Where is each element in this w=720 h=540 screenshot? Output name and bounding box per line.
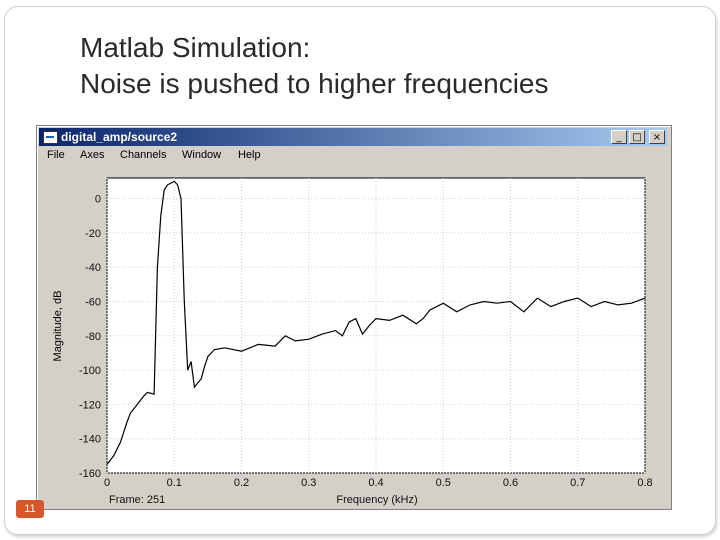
menu-window[interactable]: Window	[182, 149, 222, 161]
x-tick-label: 0.4	[368, 477, 383, 489]
x-tick-label: 0.2	[234, 477, 249, 489]
plot-area: 0 -20 -40 -60 -80 -100 -120 -140 -160 0 0.1 0.2 0.3…	[52, 177, 653, 506]
minimize-button[interactable]: _	[611, 130, 627, 144]
y-tick-label: -120	[79, 399, 101, 411]
x-tick-label: 0.7	[570, 477, 585, 489]
window-app-icon	[43, 131, 58, 144]
plot-grid	[106, 178, 646, 474]
menu-bar: File Axes Channels Window Help	[39, 147, 667, 165]
y-tick-label: -80	[85, 331, 101, 343]
menu-channels[interactable]: Channels	[120, 149, 167, 161]
y-axis-label: Magnitude, dB	[52, 291, 64, 362]
window-titlebar[interactable]: digital_amp/source2 _ □ ×	[39, 128, 667, 146]
y-tick-label: -40	[85, 262, 101, 274]
slide-title: Matlab Simulation: Noise is pushed to hi…	[80, 30, 680, 102]
frame-label: Frame: 251	[109, 494, 165, 506]
x-tick-label: 0	[104, 477, 110, 489]
y-tick-label: -160	[79, 468, 101, 480]
y-tick-labels: 0 -20 -40 -60 -80 -100 -120 -140 -160	[79, 194, 101, 480]
window-title: digital_amp/source2	[61, 130, 178, 144]
close-button[interactable]: ×	[649, 130, 665, 144]
page-number: 11	[16, 500, 44, 518]
x-tick-label: 0.8	[637, 477, 652, 489]
y-tick-label: -20	[85, 228, 101, 240]
x-tick-label: 0.1	[167, 477, 182, 489]
y-tick-label: -140	[79, 434, 101, 446]
y-tick-label: -100	[79, 365, 101, 377]
slide-title-line-1: Matlab Simulation:	[80, 32, 311, 63]
maximize-button[interactable]: □	[629, 130, 645, 144]
y-tick-label: -60	[85, 296, 101, 308]
menu-axes[interactable]: Axes	[80, 149, 105, 161]
menu-file[interactable]: File	[47, 149, 65, 161]
slide-title-line-2: Noise is pushed to higher frequencies	[80, 68, 549, 99]
y-tick-label: 0	[95, 194, 101, 206]
series-line-magnitude	[106, 180, 646, 465]
x-tick-label: 0.3	[301, 477, 316, 489]
x-tick-label: 0.5	[436, 477, 451, 489]
x-axis-label: Frequency (kHz)	[336, 494, 417, 506]
scope-window: digital_amp/source2 _ □ × File Axes Chan…	[36, 125, 672, 510]
menu-help[interactable]: Help	[238, 149, 261, 161]
x-tick-labels: 0 0.1 0.2 0.3 0.4 0.5 0.6 0.7 0.8	[104, 477, 653, 489]
x-tick-label: 0.6	[503, 477, 518, 489]
